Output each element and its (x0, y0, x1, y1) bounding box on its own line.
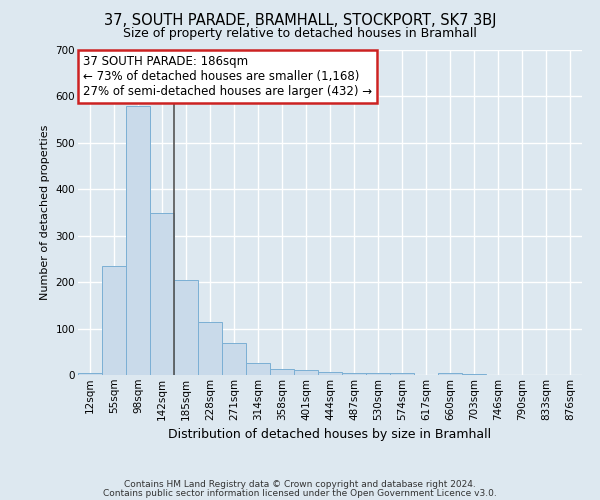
Bar (102, 266, 126, 375)
Bar (342, 372, 366, 375)
Text: Contains HM Land Registry data © Crown copyright and database right 2024.: Contains HM Land Registry data © Crown c… (124, 480, 476, 489)
X-axis label: Distribution of detached houses by size in Bramhall: Distribution of detached houses by size … (169, 428, 491, 441)
Text: Contains public sector information licensed under the Open Government Licence v3: Contains public sector information licen… (103, 489, 497, 498)
Bar (270, 369, 294, 375)
Bar (318, 372, 342, 375)
Bar (246, 364, 270, 375)
Bar (222, 342, 246, 375)
Bar (390, 373, 414, 375)
Bar (198, 322, 222, 375)
Text: Size of property relative to detached houses in Bramhall: Size of property relative to detached ho… (123, 28, 477, 40)
Bar (78, 372, 102, 375)
Bar (366, 372, 390, 375)
Bar (462, 374, 486, 375)
Bar (126, 106, 150, 375)
Bar (438, 372, 462, 375)
Text: 37, SOUTH PARADE, BRAMHALL, STOCKPORT, SK7 3BJ: 37, SOUTH PARADE, BRAMHALL, STOCKPORT, S… (104, 12, 496, 28)
Bar (174, 280, 198, 375)
Text: 37 SOUTH PARADE: 186sqm
← 73% of detached houses are smaller (1,168)
27% of semi: 37 SOUTH PARADE: 186sqm ← 73% of detache… (83, 55, 372, 98)
Y-axis label: Number of detached properties: Number of detached properties (40, 125, 50, 300)
Bar (294, 370, 318, 375)
Bar (150, 212, 174, 375)
